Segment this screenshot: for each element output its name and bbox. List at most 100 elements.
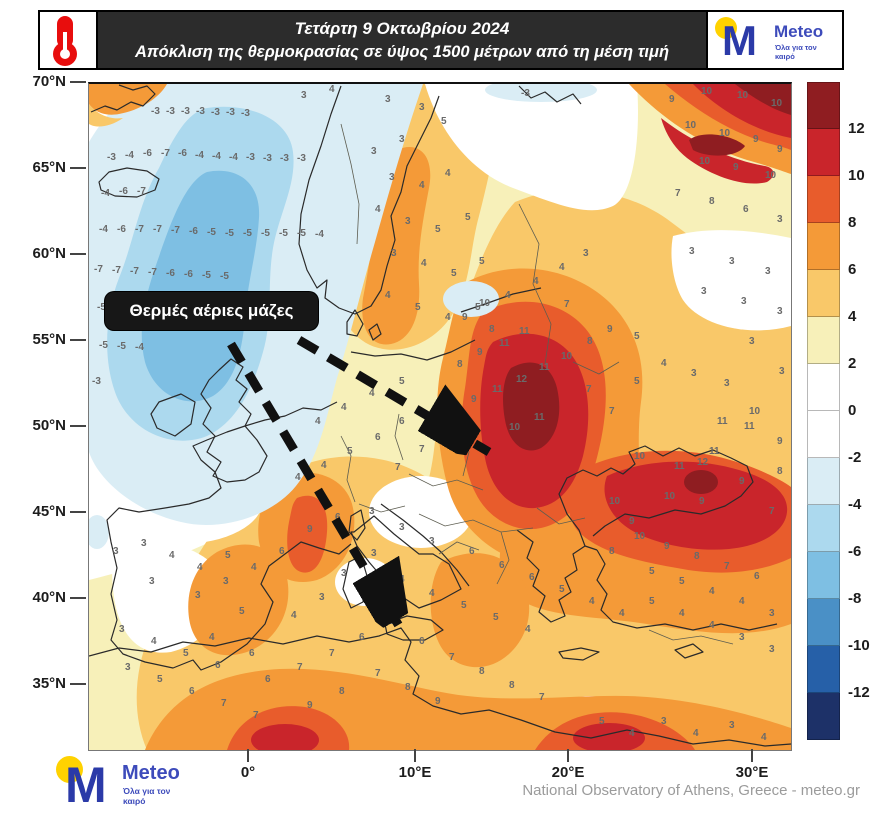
grid-value: 7 [419, 444, 425, 455]
grid-value: -3 [241, 108, 250, 119]
grid-value: 4 [661, 358, 667, 369]
grid-value: 4 [693, 728, 699, 739]
grid-value: -5 [99, 340, 108, 351]
lat-label: 45°N [32, 503, 66, 520]
grid-value: 9 [471, 394, 477, 405]
grid-value: 3 [779, 366, 785, 377]
grid-value: 4 [445, 312, 451, 323]
grid-value: -3 [263, 153, 272, 164]
logo-dot-icon [715, 17, 737, 39]
grid-value: 3 [429, 536, 435, 547]
grid-value: 9 [435, 696, 441, 707]
grid-value: 6 [215, 660, 221, 671]
grid-value: 3 [385, 94, 391, 105]
grid-value: 4 [619, 608, 625, 619]
grid-value: 3 [689, 246, 695, 257]
grid-value: 8 [479, 666, 485, 677]
grid-value: 4 [341, 402, 347, 413]
logo-dot-icon [56, 756, 83, 783]
grid-values-layer: -3 -3 -3 -3 -3 -3 -3 -3 -4 -6 -7 -6 -4 -4 -4 -3 -3 -3 -3 -4… [92, 84, 785, 743]
grid-value: 4 [421, 258, 427, 269]
grid-value: 5 [225, 550, 231, 561]
grid-value: 12 [697, 457, 709, 468]
grid-value: 12 [516, 374, 528, 385]
grid-value: 3 [369, 506, 375, 517]
grid-value: 3 [729, 720, 735, 731]
grid-value: 5 [479, 256, 485, 267]
grid-value: -7 [161, 148, 170, 159]
colorbar-cell [807, 317, 840, 364]
grid-value: 11 [744, 421, 755, 432]
grid-value: 3 [149, 576, 155, 587]
lon-tick [247, 749, 249, 762]
logo-tagline-text: Όλα για τον καιρό [123, 786, 171, 806]
colorbar-cell [807, 129, 840, 176]
grid-value: -6 [117, 224, 126, 235]
grid-value: 4 [709, 620, 715, 631]
grid-value: 5 [465, 212, 471, 223]
page-subtitle: Απόκλιση της θερμοκρασίας σε ύψος 1500 μ… [134, 43, 670, 62]
grid-value: 4 [375, 204, 381, 215]
grid-value: 10 [749, 406, 761, 417]
colorbar-cell [807, 458, 840, 505]
grid-value: 3 [777, 214, 783, 225]
grid-value: 4 [385, 290, 391, 301]
lat-label: 55°N [32, 331, 66, 348]
grid-value: 6 [529, 572, 535, 583]
grid-value: 4 [559, 262, 565, 273]
colorbar-cell [807, 599, 840, 646]
grid-value: 11 [717, 416, 728, 427]
grid-value: 10 [771, 98, 783, 109]
grid-value: 3 [777, 306, 783, 317]
grid-value: 5 [157, 674, 163, 685]
grid-value: -5 [207, 227, 216, 238]
grid-value: 5 [399, 376, 405, 387]
grid-value: 3 [765, 266, 771, 277]
grid-value: -5 [117, 341, 126, 352]
lat-label: 35°N [32, 675, 66, 692]
lon-tick [751, 749, 753, 762]
grid-value: -3 [196, 106, 205, 117]
grid-value: 10 [634, 451, 646, 462]
grid-value: -5 [97, 302, 106, 313]
grid-value: 4 [709, 586, 715, 597]
header-bar: Τετάρτη 9 Οκτωβρίου 2024 Απόκλιση της θε… [38, 10, 844, 70]
grid-value: 10 [701, 86, 713, 97]
grid-value: 10 [479, 298, 491, 309]
grid-value: -3 [181, 106, 190, 117]
grid-value: 9 [629, 516, 635, 527]
grid-value: 5 [451, 268, 457, 279]
grid-value: 3 [741, 296, 747, 307]
grid-value: 3 [399, 522, 405, 533]
grid-value: 3 [371, 146, 377, 157]
grid-value: -6 [189, 226, 198, 237]
grid-value: 7 [221, 698, 227, 709]
lon-tick [567, 749, 569, 762]
grid-value: 10 [699, 156, 711, 167]
logo-m-icon: M [722, 17, 757, 64]
grid-value: 9 [777, 436, 783, 447]
grid-value: -3 [107, 152, 116, 163]
grid-value: 3 [749, 336, 755, 347]
grid-value: -3 [166, 106, 175, 117]
grid-value: 6 [754, 571, 760, 582]
colorbar-label: -4 [848, 496, 862, 513]
grid-value: 8 [694, 551, 700, 562]
grid-value: 6 [359, 632, 365, 643]
lon-label: 20°E [551, 764, 585, 781]
grid-value: 6 [189, 686, 195, 697]
grid-value: 4 [761, 732, 767, 743]
grid-value: 7 [297, 662, 303, 673]
grid-value: 5 [559, 584, 565, 595]
grid-value: 7 [395, 462, 401, 473]
colorbar-label: 8 [848, 214, 857, 231]
colorbar-label: 4 [848, 308, 857, 325]
grid-value: 11 [499, 338, 510, 349]
colorbar-cell [807, 552, 840, 599]
grid-value: 3 [195, 590, 201, 601]
grid-value: 3 [739, 632, 745, 643]
colorbar-label: 12 [848, 120, 865, 137]
grid-value: -4 [125, 150, 134, 161]
grid-value: -4 [195, 150, 204, 161]
grid-value: 3 [701, 286, 707, 297]
